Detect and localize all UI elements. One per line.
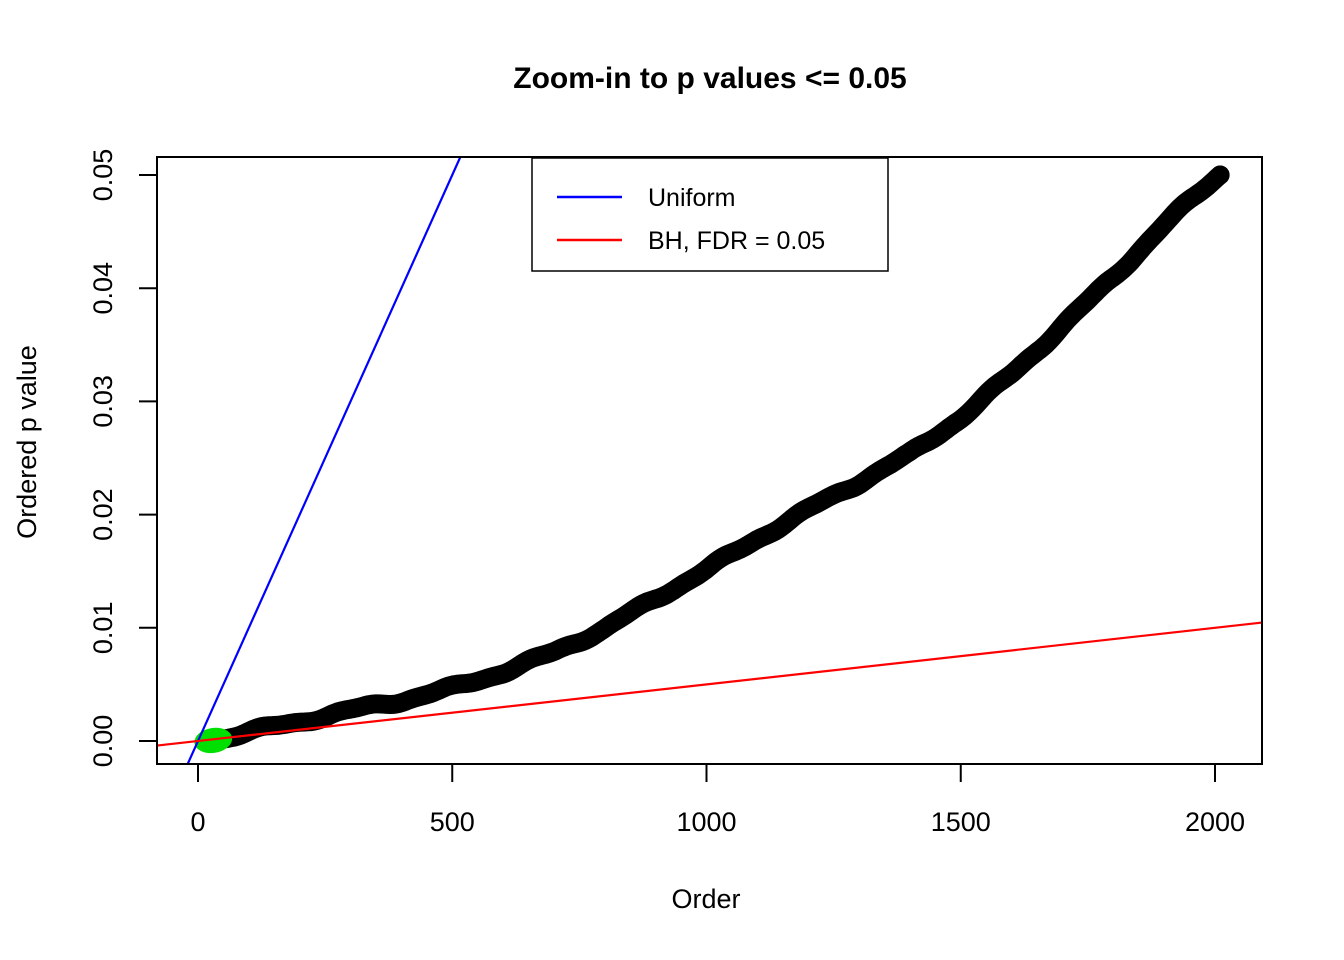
y-axis-label: Ordered p value [12, 345, 42, 539]
legend-box [531, 157, 889, 272]
y-tick-label: 0.05 [88, 149, 118, 202]
bh-fdr-line [156, 621, 1263, 747]
x-tick-label: 2000 [1185, 807, 1245, 837]
last-point-marker [1210, 165, 1230, 185]
legend: Uniform BH, FDR = 0.05 [531, 157, 889, 272]
x-tick-label: 500 [430, 807, 475, 837]
y-tick-label: 0.02 [88, 488, 118, 541]
x-tick-label: 0 [190, 807, 205, 837]
legend-entry-label: Uniform [648, 184, 736, 212]
significant-points-cluster [194, 727, 233, 754]
plot-border [156, 156, 1263, 765]
x-tick-label: 1500 [931, 807, 991, 837]
axes: 0 500 1000 1500 2000 0.00 0.01 0.02 0.03 0.04 0.05 [88, 149, 1245, 837]
x-tick-label: 1000 [676, 807, 736, 837]
x-axis-label: Order [671, 884, 740, 914]
y-tick-label: 0.01 [88, 602, 118, 655]
reference-lines [156, 156, 1263, 765]
uniform-line [186, 156, 462, 765]
data-series [194, 165, 1230, 754]
pvalue-curve [197, 165, 1230, 752]
plot-title: Zoom-in to p values <= 0.05 [513, 62, 906, 95]
y-tick-label: 0.03 [88, 375, 118, 428]
legend-entry-label: BH, FDR = 0.05 [648, 227, 825, 255]
y-tick-label: 0.04 [88, 262, 118, 315]
y-tick-label: 0.00 [88, 715, 118, 768]
